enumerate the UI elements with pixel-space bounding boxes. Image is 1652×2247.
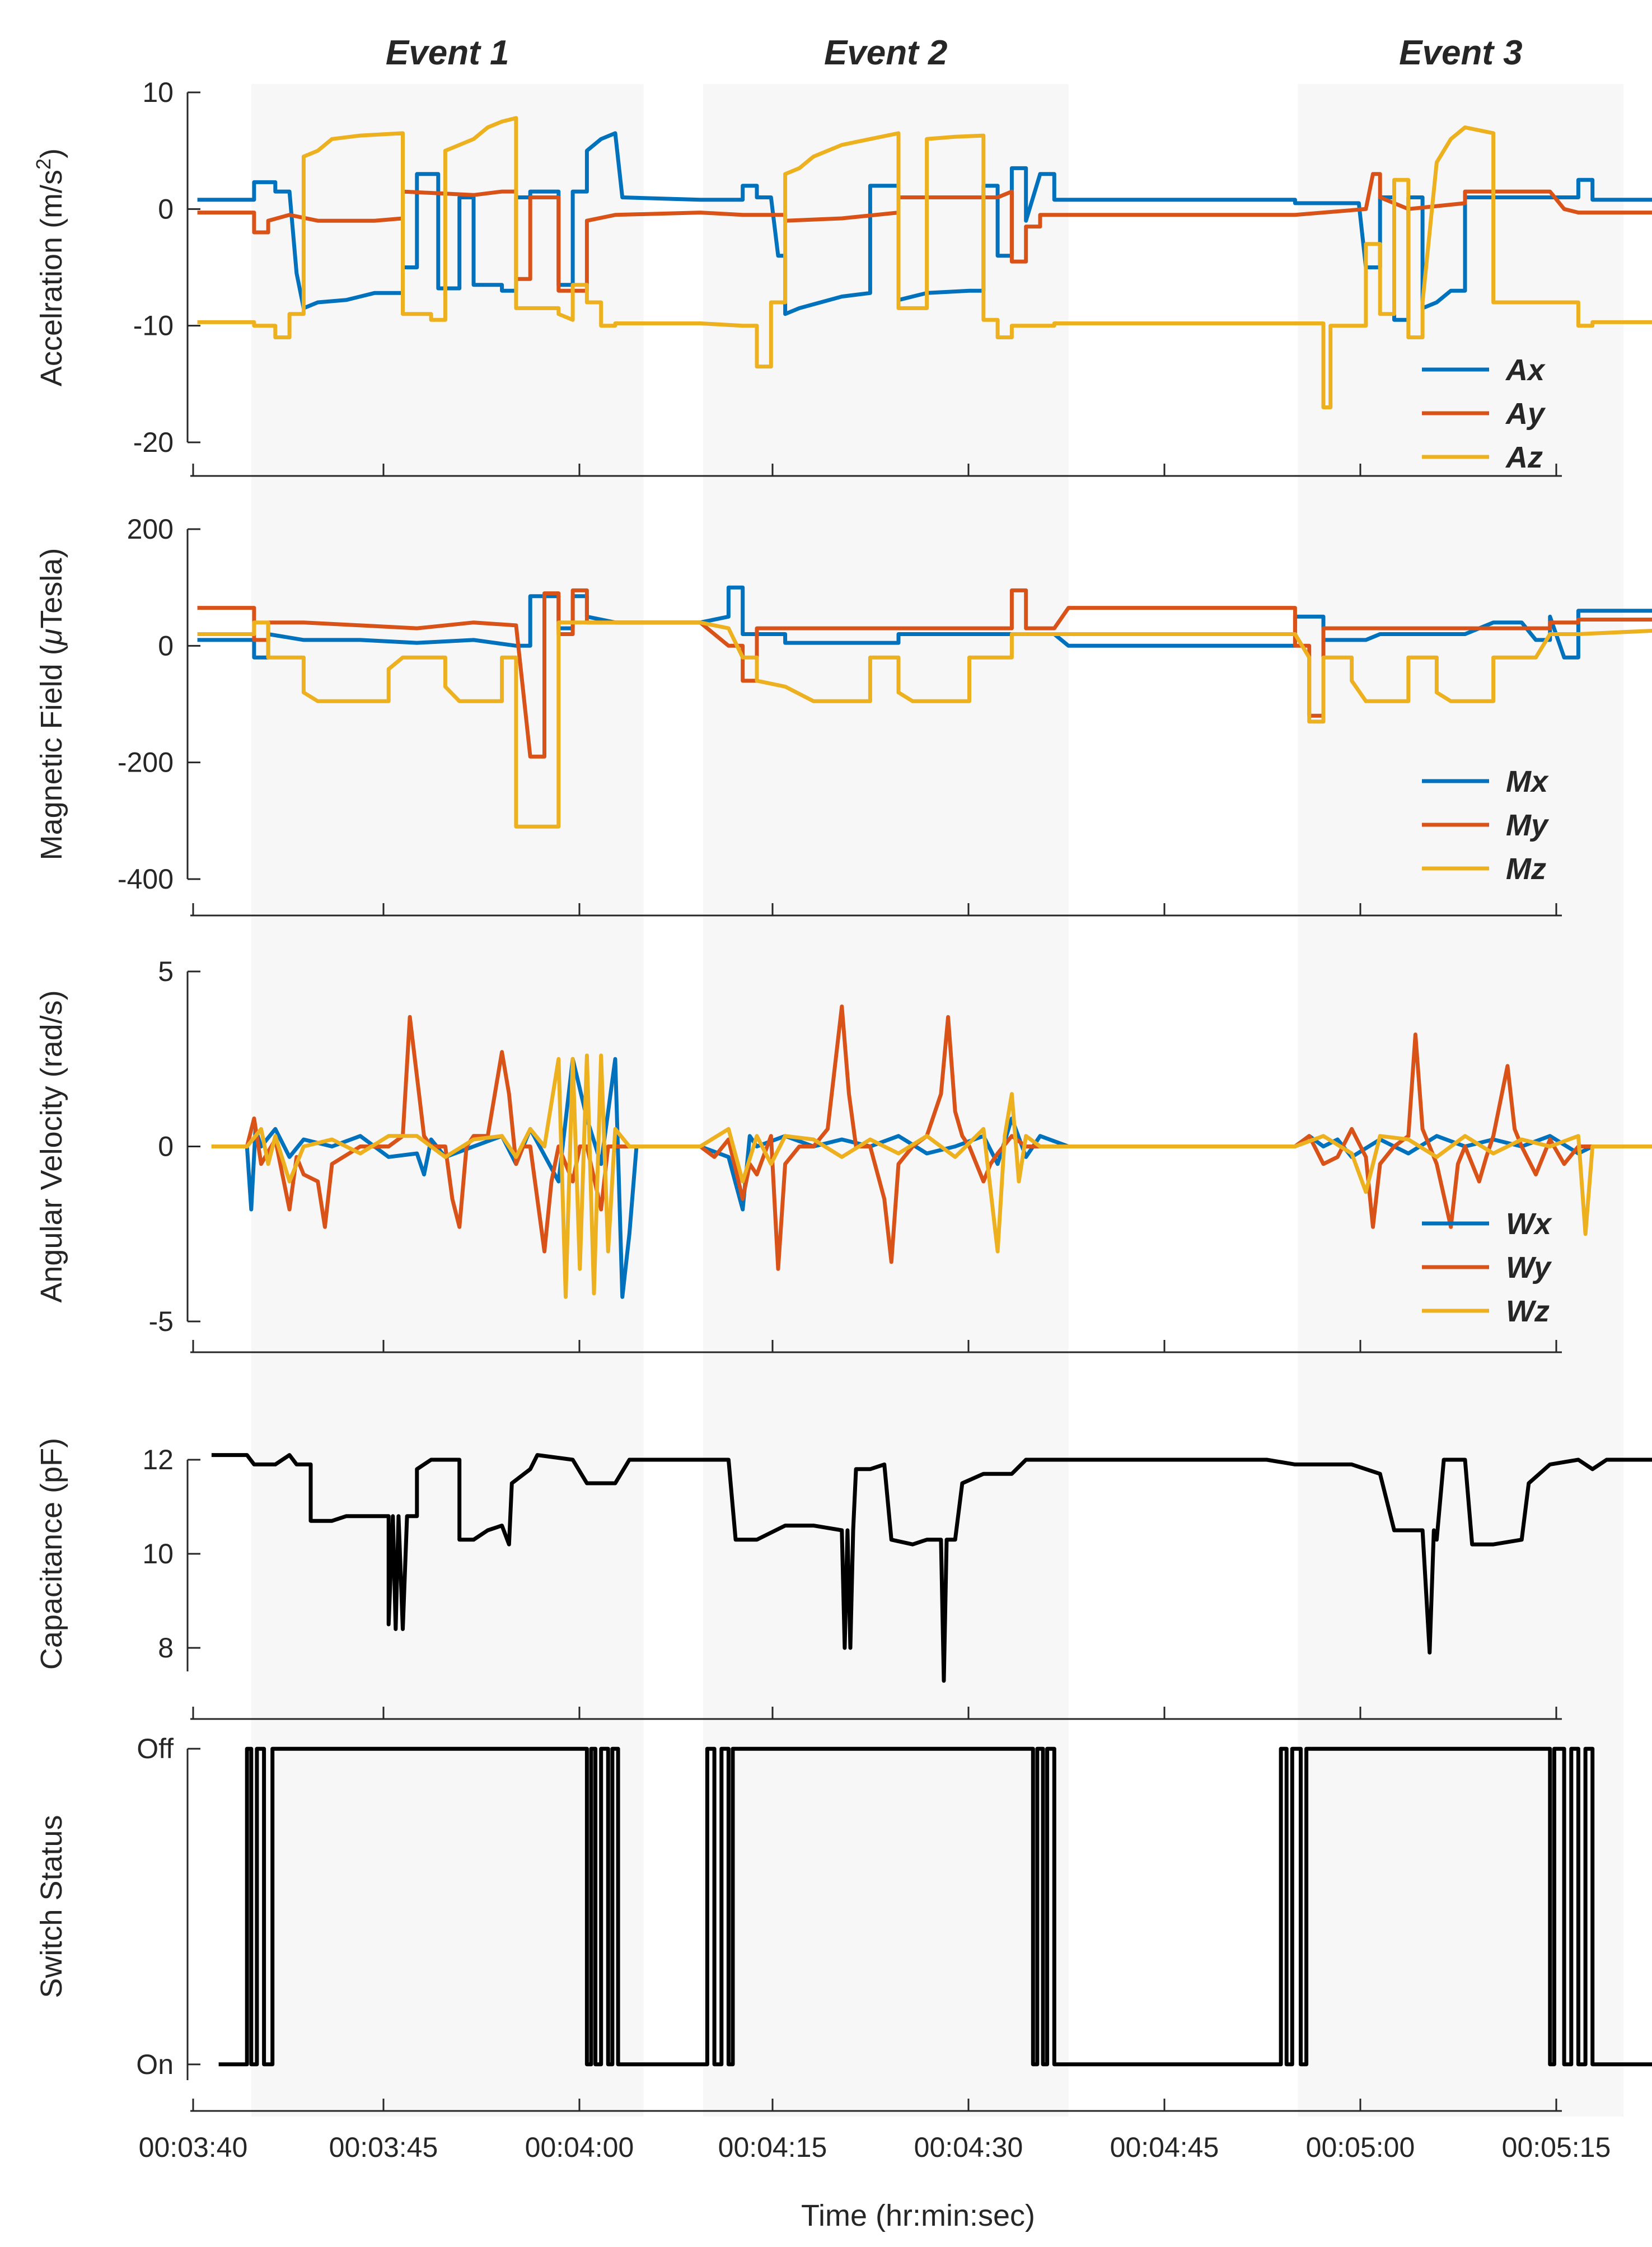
y-tick-label: -400 <box>118 863 174 895</box>
x-tick-label: 00:04:00 <box>525 2132 634 2163</box>
legend-entry-my: My <box>1506 809 1550 842</box>
switch-plot-area <box>218 1746 1652 2067</box>
x-tick-label: 00:05:00 <box>1306 2132 1415 2163</box>
ylabel-closing: ) <box>35 148 68 158</box>
acceleration-y-ticks: 10 0 -10 -20 <box>133 77 174 458</box>
acceleration-axes <box>186 91 1562 477</box>
x-tick-label: 00:04:15 <box>718 2132 827 2163</box>
y-tick-label: 5 <box>158 956 174 987</box>
magnetic-y-ticks: 200 0 -200 -400 <box>118 513 174 895</box>
y-tick-label: 200 <box>127 513 174 545</box>
x-axis-label: Time (hr:min:sec) <box>801 2199 1035 2232</box>
magnetic-legend: Mx My Mz <box>1422 765 1550 886</box>
legend-entry-wx: Wx <box>1506 1207 1552 1241</box>
y-tick-label: Off <box>137 1733 174 1764</box>
event-2-band <box>703 84 1069 2117</box>
capacitance-panel: 12 10 8 Capacitance (pF) <box>35 1438 1652 1720</box>
y-tick-label: -5 <box>149 1306 174 1337</box>
angular-axes <box>186 970 1562 1353</box>
time-x-ticks: 00:03:40 00:03:45 00:04:00 00:04:15 00:0… <box>139 2132 1611 2163</box>
ylabel-mu: μ <box>35 629 68 647</box>
legend-entry-mx: Mx <box>1506 765 1549 798</box>
switch-axes <box>186 1748 1562 2112</box>
series-wy <box>211 1005 1652 1271</box>
y-tick-label: -10 <box>133 310 174 342</box>
ylabel-text: Magnetic Field ( <box>35 645 68 860</box>
x-tick-label: 00:03:40 <box>139 2132 248 2163</box>
event-3-label: Event 3 <box>1399 34 1523 72</box>
event-1-label: Event 1 <box>386 34 509 72</box>
event-1-band <box>251 84 644 2117</box>
event-bands <box>251 84 1624 2117</box>
capacitance-y-ticks: 12 10 8 <box>142 1444 174 1664</box>
angular-legend: Wx Wy Wz <box>1422 1207 1552 1328</box>
magnetic-field-panel: 200 0 -200 -400 Magnetic Field (μTesla) … <box>35 513 1652 917</box>
series-az <box>197 116 1652 409</box>
series-wz <box>211 1053 1652 1299</box>
magnetic-plot-area <box>197 585 1652 829</box>
ylabel-unit: Tesla) <box>35 548 68 629</box>
acceleration-plot-area <box>197 116 1652 409</box>
angular-plot-area <box>211 1005 1652 1299</box>
y-tick-label: 8 <box>158 1632 174 1664</box>
legend-entry-mz: Mz <box>1506 852 1546 886</box>
y-tick-label: 10 <box>142 77 174 108</box>
y-tick-label: 10 <box>142 1538 174 1569</box>
legend-entry-wy: Wy <box>1506 1251 1552 1284</box>
x-tick-label: 00:04:45 <box>1110 2132 1219 2163</box>
series-mz <box>197 620 1652 829</box>
acceleration-legend: Ax Ay Az <box>1422 353 1546 474</box>
y-tick-label: -20 <box>133 427 174 458</box>
ylabel-text: Accelration (m/s <box>35 170 68 386</box>
series-switch <box>218 1746 1652 2067</box>
x-tick-label: 00:05:15 <box>1502 2132 1611 2163</box>
legend-entry-az: Az <box>1505 441 1543 474</box>
event-3-band <box>1298 84 1624 2117</box>
y-tick-label: 0 <box>158 630 174 661</box>
legend-entry-ax: Ax <box>1505 353 1546 387</box>
switch-y-ticks: Off On <box>136 1733 174 2080</box>
y-tick-label: 0 <box>158 1131 174 1162</box>
capacitance-y-axis-label: Capacitance (pF) <box>35 1438 68 1670</box>
legend-entry-ay: Ay <box>1505 397 1546 431</box>
angular-y-axis-label: Angular Velocity (rad/s) <box>35 990 68 1302</box>
capacitance-plot-area <box>211 1453 1652 1683</box>
magnetic-axes <box>186 528 1562 917</box>
switch-status-panel: Off On Switch Status 00:03:40 00:03:45 0… <box>35 1733 1652 2163</box>
series-capacitance <box>211 1453 1652 1683</box>
x-tick-label: 00:03:45 <box>329 2132 438 2163</box>
angular-y-ticks: 5 0 -5 <box>149 956 174 1337</box>
magnetic-y-axis-label: Magnetic Field (μTesla) <box>35 548 68 861</box>
switch-y-axis-label: Switch Status <box>35 1815 68 1998</box>
capacitance-axes <box>186 1459 1562 1720</box>
legend-entry-wz: Wz <box>1506 1295 1550 1328</box>
x-tick-label: 00:04:30 <box>914 2132 1023 2163</box>
ylabel-superscript: 2 <box>32 158 55 170</box>
y-tick-label: -200 <box>118 747 174 778</box>
acceleration-panel: 10 0 -10 -20 Accelration (m/s2) Ax Ay Az <box>32 77 1652 477</box>
y-tick-label: On <box>136 2049 174 2080</box>
y-tick-label: 0 <box>158 193 174 225</box>
event-2-label: Event 2 <box>824 34 948 72</box>
y-tick-label: 12 <box>142 1444 174 1475</box>
angular-velocity-panel: 5 0 -5 Angular Velocity (rad/s) Wx Wy Wz <box>35 956 1652 1353</box>
series-ax <box>197 131 1652 322</box>
acceleration-y-axis-label: Accelration (m/s2) <box>32 148 69 386</box>
